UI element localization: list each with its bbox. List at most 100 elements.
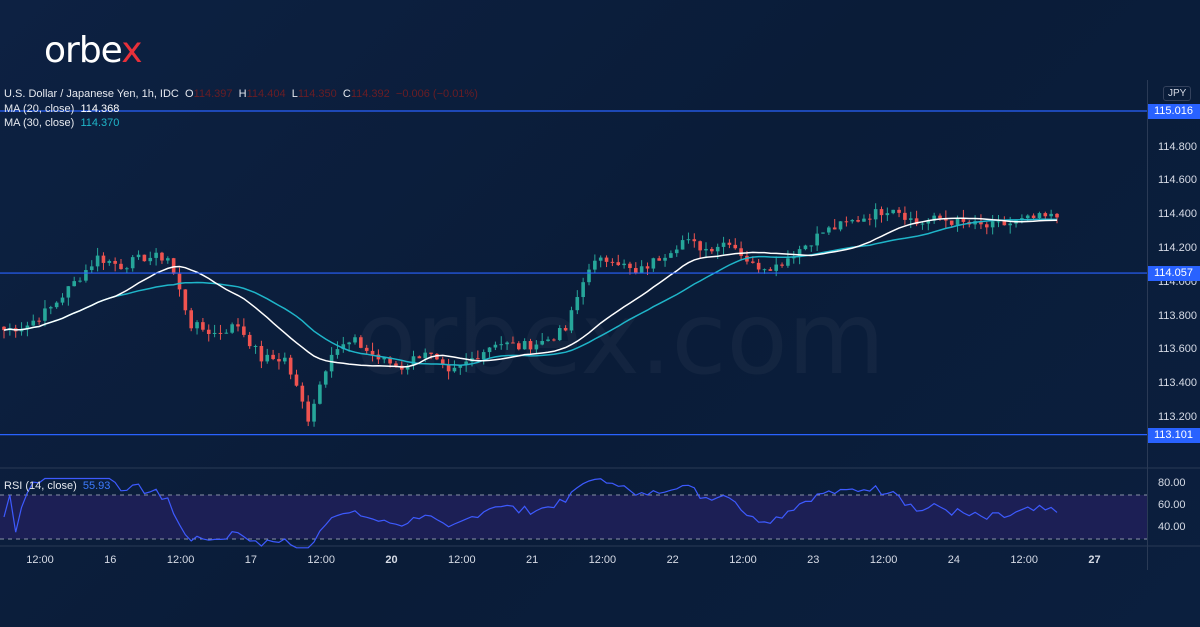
candle-body [125, 268, 129, 270]
candle-body [944, 218, 948, 221]
candle-body [868, 218, 872, 220]
candle-body [37, 320, 41, 322]
candle-body [546, 339, 550, 341]
candle-body [628, 263, 632, 269]
candle-body [2, 326, 6, 331]
time-tick-label: 12:00 [869, 554, 898, 566]
high-label: H [238, 88, 247, 100]
rsi-band [0, 495, 1147, 539]
candle-body [587, 269, 591, 283]
time-tick-label: 12:00 [307, 554, 335, 566]
time-tick-label: 12:00 [588, 554, 617, 566]
candle-body [751, 261, 755, 263]
candle-body [803, 245, 808, 250]
candle-body [283, 357, 287, 362]
candle-body [634, 268, 638, 273]
candle-body [107, 260, 112, 263]
candle-body [476, 358, 480, 360]
candle-body [674, 249, 679, 254]
candle-body [593, 260, 597, 270]
candle-body [780, 264, 784, 266]
candle-body [920, 223, 925, 225]
watermark: orbex.com [355, 280, 885, 397]
candle-body [774, 264, 778, 271]
candle-body [908, 218, 913, 220]
candle-body [78, 280, 82, 282]
open-label: O [185, 88, 194, 100]
candle-body [335, 349, 340, 355]
currency-button[interactable]: JPY [1163, 86, 1192, 101]
rsi-tick-label: 60.00 [1158, 499, 1186, 511]
candle-body [710, 248, 714, 252]
candle-body [224, 332, 229, 334]
candle-body [89, 266, 94, 271]
candle-body [1037, 213, 1042, 219]
candle-body [394, 363, 398, 366]
candle-body [1002, 221, 1007, 226]
level-price-tag: 113.101 [1148, 427, 1200, 443]
candle-body [66, 286, 71, 298]
low-value: 114.350 [297, 88, 337, 100]
rsi-label: RSI (14, close) [4, 480, 77, 492]
candle-body [610, 261, 615, 263]
candle-body [130, 257, 135, 269]
close-label: C [342, 88, 351, 100]
low-label: L [291, 88, 298, 100]
candle-body [844, 221, 849, 223]
candle-body [312, 403, 316, 422]
candle-body [154, 252, 158, 258]
candle-body [797, 249, 802, 258]
candle-body [914, 218, 919, 225]
candle-body [405, 365, 410, 370]
candle-body [95, 255, 100, 267]
time-tick-label: 20 [385, 554, 398, 566]
candle-body [148, 257, 153, 262]
candle-body [552, 339, 556, 341]
ma20-value: 114.368 [80, 103, 120, 115]
time-tick-label: 12:00 [26, 554, 54, 566]
candle-body [505, 342, 509, 345]
candle-body [458, 364, 463, 368]
candle-body [540, 340, 544, 345]
candle-body [353, 337, 357, 343]
candle-body [440, 359, 445, 365]
rsi-tick-label: 80.00 [1158, 477, 1186, 489]
candle-body [885, 213, 890, 216]
candle-body [832, 227, 837, 230]
rsi-line [3, 477, 1058, 549]
candle-body [218, 332, 223, 334]
candle-body [669, 253, 673, 258]
ma20-legend: MA (20, close) 114.368 [4, 103, 119, 115]
candle-body [206, 329, 211, 335]
candle-body [417, 356, 422, 359]
rsi-legend: RSI (14, close) 55.93 [4, 480, 110, 492]
candle-body [809, 245, 814, 247]
candle-body [1043, 213, 1048, 217]
candle-body [692, 239, 697, 242]
time-tick-label: 16 [104, 554, 117, 566]
candle-body [446, 364, 451, 372]
candle-body [142, 254, 147, 262]
candle-body [183, 289, 188, 311]
candle-body [382, 357, 387, 360]
time-tick-label: 23 [807, 554, 820, 566]
ma30-value: 114.370 [80, 117, 120, 129]
candle-body [786, 258, 790, 266]
candle-body [663, 257, 667, 261]
candle-body [932, 215, 936, 221]
candle-body [575, 297, 580, 311]
ma30-legend: MA (30, close) 114.370 [4, 117, 119, 129]
candle-body [733, 244, 738, 249]
candle-body [306, 401, 310, 422]
price-tick-label: 113.800 [1158, 309, 1197, 322]
candle-body [242, 326, 246, 335]
rsi-tick-label: 40.00 [1158, 521, 1186, 533]
candle-body [60, 297, 65, 303]
candle-body [119, 263, 123, 270]
time-tick-label: 12:00 [729, 554, 757, 566]
candle-body [160, 252, 164, 261]
price-tick-label: 113.400 [1158, 377, 1197, 390]
time-tick-label: 24 [947, 554, 961, 566]
candle-body [72, 281, 76, 287]
